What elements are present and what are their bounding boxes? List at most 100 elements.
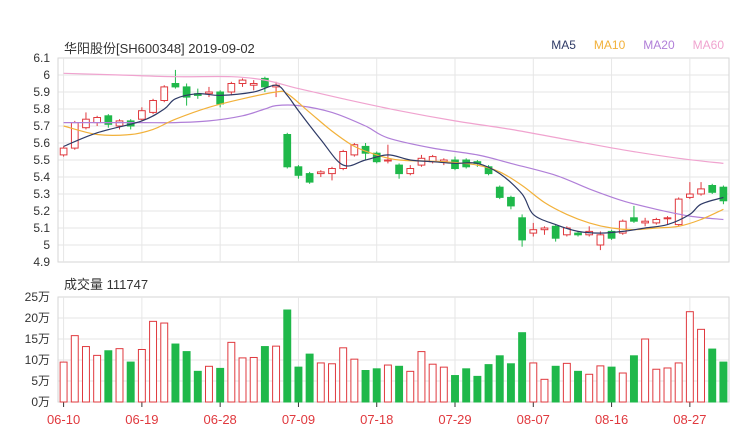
volume-bar	[417, 351, 426, 403]
candle-body	[171, 83, 180, 88]
candle-body	[328, 168, 336, 175]
price-tick-label: 5.5	[33, 153, 50, 167]
volume-plot-frame	[57, 296, 730, 403]
volume-bar	[260, 346, 269, 403]
volume-bar	[205, 365, 213, 403]
volume-bar	[629, 355, 638, 403]
candle-body	[294, 166, 303, 176]
volume-bar	[115, 348, 124, 403]
x-tick-label: 07-18	[360, 412, 393, 427]
candle-body	[205, 91, 213, 95]
candle-body	[238, 79, 247, 84]
volume-bar	[193, 370, 202, 403]
volume-bar	[126, 361, 135, 403]
candle-body	[663, 217, 672, 220]
candle-body	[708, 185, 717, 193]
candle-body	[350, 144, 359, 156]
volume-bar	[272, 345, 281, 403]
volume-tick-label: 15万	[25, 332, 50, 346]
price-tick-label: 5.4	[33, 170, 50, 184]
candle-body	[652, 219, 661, 224]
candle-body	[115, 120, 124, 127]
volume-bar	[596, 365, 605, 403]
volume-bar	[641, 338, 650, 403]
candle-body	[406, 168, 415, 175]
volume-bar	[697, 328, 706, 403]
legend-ma20[interactable]: MA20	[643, 38, 675, 52]
price-tick-label: 5	[43, 238, 50, 252]
volume-bar	[719, 361, 728, 403]
ma5-line	[63, 84, 724, 234]
candle-body	[596, 234, 605, 246]
volume-bar	[361, 370, 370, 403]
volume-tick-label: 5万	[31, 374, 50, 388]
price-tick-label: 5.6	[33, 136, 50, 150]
candle-body	[283, 134, 292, 168]
volume-bar	[328, 363, 336, 403]
ma60-line	[63, 72, 724, 164]
candle-body	[451, 159, 459, 169]
volume-bar	[171, 343, 180, 403]
volume-bar	[283, 309, 292, 403]
volume-bar	[540, 378, 549, 403]
volume-bar	[484, 364, 493, 403]
volume-bar	[81, 346, 90, 403]
volume-bar	[585, 373, 594, 403]
volume-bar	[406, 370, 415, 403]
volume-bar	[93, 354, 102, 403]
volume-title: 成交量 111747	[64, 277, 149, 292]
volume-bar	[395, 365, 404, 403]
legend-ma5[interactable]: MA5	[551, 38, 576, 52]
volume-bar	[182, 351, 191, 403]
volume-bar	[574, 370, 582, 403]
candle-body	[227, 83, 236, 93]
volume-bar	[462, 368, 471, 403]
candle-body	[518, 217, 526, 241]
candle-body	[697, 188, 705, 195]
legend-ma60[interactable]: MA60	[692, 38, 724, 52]
volume-bar	[495, 355, 504, 403]
volume-bar	[59, 361, 68, 403]
volume-bar	[238, 357, 247, 403]
volume-bar	[551, 365, 560, 403]
volume-bar	[249, 356, 258, 403]
ma-legend: MA5 MA10 MA20 MA60	[551, 38, 724, 52]
price-plot-frame	[57, 57, 730, 263]
volume-tick-label: 10万	[25, 353, 50, 367]
volume-bar	[70, 335, 79, 403]
price-tick-label: 5.1	[33, 221, 50, 235]
volume-bar	[529, 362, 538, 403]
price-tick-label: 5.3	[33, 187, 50, 201]
x-tick-label: 08-16	[595, 412, 628, 427]
price-tick-label: 5.2	[33, 204, 50, 218]
volume-bar	[137, 349, 146, 403]
candle-body	[82, 118, 90, 129]
candle-body	[686, 193, 694, 198]
candle-body	[149, 100, 157, 113]
candle-body	[216, 91, 225, 105]
price-tick-label: 5.9	[33, 85, 50, 99]
volume-bar	[383, 364, 392, 403]
price-tick-label: 6	[43, 68, 50, 82]
candle-body	[316, 171, 325, 175]
volume-tick-label: 0万	[31, 395, 50, 409]
volume-bar	[506, 363, 515, 403]
candle-body	[182, 86, 191, 98]
candle-body	[507, 196, 515, 207]
volume-bar	[294, 366, 303, 403]
volume-bar	[339, 347, 348, 403]
candle-body	[104, 115, 113, 125]
volume-tick-label: 20万	[25, 311, 50, 325]
volume-bar	[227, 341, 236, 403]
volume-bar	[518, 332, 527, 403]
x-tick-label: 07-29	[438, 412, 471, 427]
candle-body	[93, 117, 101, 124]
volume-bar	[618, 372, 627, 403]
volume-bar	[149, 320, 158, 403]
x-tick-label: 07-09	[282, 412, 315, 427]
legend-ma10[interactable]: MA10	[593, 38, 626, 52]
candle-body	[70, 122, 79, 149]
candle-body	[59, 147, 68, 156]
volume-bar	[674, 362, 683, 403]
